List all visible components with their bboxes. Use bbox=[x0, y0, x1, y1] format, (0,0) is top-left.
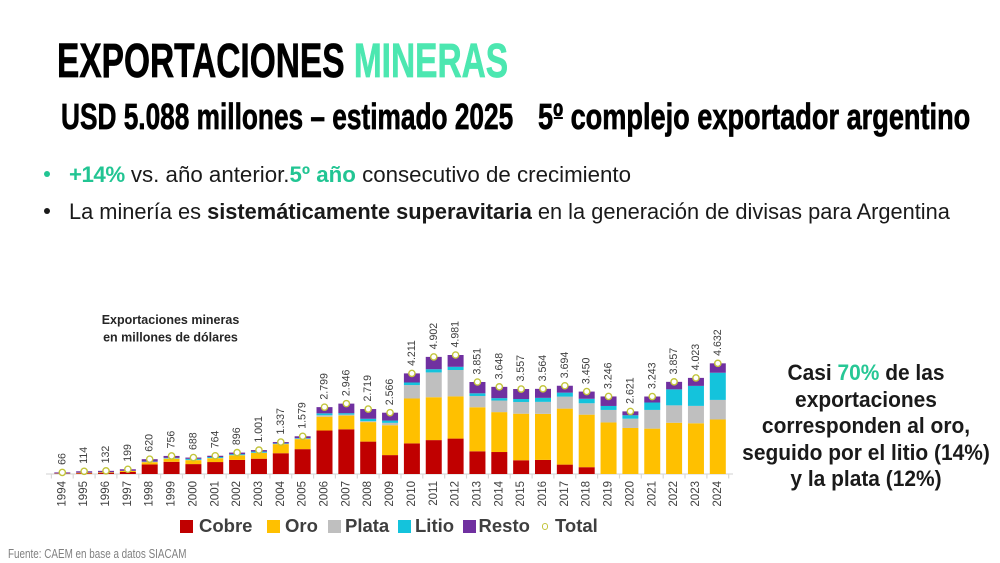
svg-text:3.243: 3.243 bbox=[646, 362, 658, 389]
svg-text:2024: 2024 bbox=[712, 480, 724, 506]
svg-text:2014: 2014 bbox=[493, 480, 505, 506]
svg-text:3.564: 3.564 bbox=[537, 355, 549, 382]
svg-text:4.023: 4.023 bbox=[690, 344, 702, 371]
svg-text:2010: 2010 bbox=[406, 481, 418, 507]
svg-text:2018: 2018 bbox=[581, 481, 593, 507]
svg-text:896: 896 bbox=[231, 427, 243, 445]
svg-text:66: 66 bbox=[56, 453, 68, 465]
svg-text:2004: 2004 bbox=[275, 480, 287, 506]
svg-text:764: 764 bbox=[209, 430, 221, 448]
svg-text:2008: 2008 bbox=[362, 481, 374, 507]
svg-text:2.946: 2.946 bbox=[340, 370, 352, 397]
svg-text:756: 756 bbox=[166, 431, 178, 449]
svg-text:1995: 1995 bbox=[78, 481, 90, 507]
svg-text:2020: 2020 bbox=[624, 481, 636, 507]
svg-text:199: 199 bbox=[122, 444, 134, 462]
svg-text:688: 688 bbox=[187, 432, 199, 450]
svg-text:2002: 2002 bbox=[231, 481, 243, 507]
svg-text:4.632: 4.632 bbox=[712, 329, 724, 356]
svg-text:2006: 2006 bbox=[319, 481, 331, 507]
svg-text:2022: 2022 bbox=[668, 481, 680, 507]
svg-text:1994: 1994 bbox=[56, 480, 68, 506]
svg-text:2001: 2001 bbox=[209, 481, 221, 507]
svg-text:3.450: 3.450 bbox=[581, 357, 593, 384]
svg-text:2017: 2017 bbox=[559, 481, 571, 507]
svg-text:2011: 2011 bbox=[428, 481, 440, 506]
svg-text:2005: 2005 bbox=[297, 481, 309, 507]
svg-text:4.211: 4.211 bbox=[406, 340, 418, 366]
svg-text:3.246: 3.246 bbox=[603, 362, 615, 389]
svg-text:3.648: 3.648 bbox=[493, 353, 505, 380]
svg-text:2000: 2000 bbox=[187, 481, 199, 507]
svg-text:2.566: 2.566 bbox=[384, 379, 396, 406]
svg-text:1996: 1996 bbox=[100, 481, 112, 507]
svg-text:2013: 2013 bbox=[471, 481, 483, 507]
svg-text:2.799: 2.799 bbox=[319, 373, 331, 400]
svg-text:2015: 2015 bbox=[515, 481, 527, 507]
svg-text:2.719: 2.719 bbox=[362, 375, 374, 402]
svg-text:3.857: 3.857 bbox=[668, 348, 680, 375]
svg-text:3.851: 3.851 bbox=[471, 348, 483, 375]
svg-text:2019: 2019 bbox=[603, 481, 615, 507]
svg-text:2.621: 2.621 bbox=[624, 377, 636, 404]
svg-text:1.337: 1.337 bbox=[275, 408, 287, 435]
svg-text:1997: 1997 bbox=[122, 481, 134, 507]
svg-text:3.694: 3.694 bbox=[559, 352, 571, 379]
svg-text:Exportaciones mineras: Exportaciones mineras bbox=[102, 313, 240, 327]
svg-text:1999: 1999 bbox=[166, 481, 178, 507]
svg-text:3.557: 3.557 bbox=[515, 355, 527, 382]
svg-text:1998: 1998 bbox=[144, 481, 156, 507]
svg-text:2009: 2009 bbox=[384, 481, 396, 507]
svg-text:1.001: 1.001 bbox=[253, 416, 265, 443]
svg-text:2016: 2016 bbox=[537, 481, 549, 507]
svg-text:4.902: 4.902 bbox=[428, 323, 440, 350]
svg-text:1.579: 1.579 bbox=[297, 402, 309, 429]
svg-text:en millones de dólares: en millones de dólares bbox=[103, 331, 238, 345]
svg-text:132: 132 bbox=[100, 446, 112, 464]
svg-text:4.981: 4.981 bbox=[450, 321, 462, 348]
svg-text:114: 114 bbox=[78, 447, 90, 464]
svg-text:2023: 2023 bbox=[690, 481, 702, 507]
svg-text:2012: 2012 bbox=[450, 481, 462, 507]
svg-text:620: 620 bbox=[144, 434, 156, 452]
svg-text:2007: 2007 bbox=[340, 481, 352, 507]
svg-text:2021: 2021 bbox=[646, 481, 658, 507]
svg-text:2003: 2003 bbox=[253, 481, 265, 507]
